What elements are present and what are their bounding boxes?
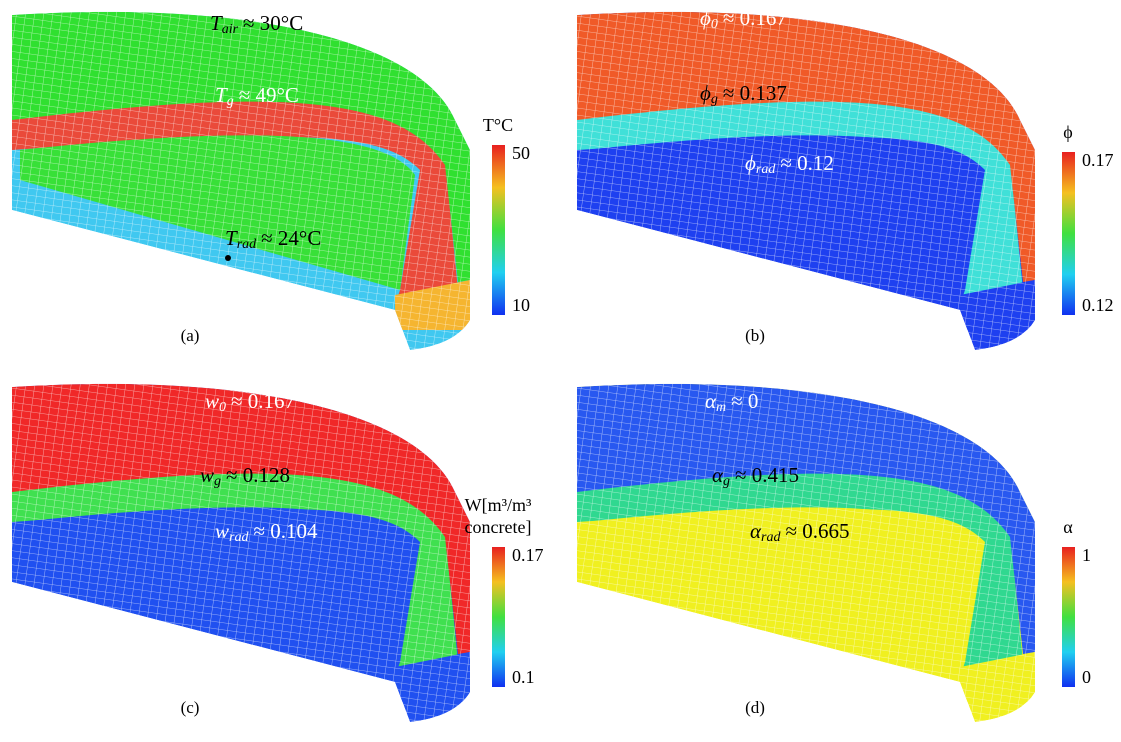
symbol: T [210,11,223,35]
mesh-body [12,383,470,722]
mesh-grid [577,11,1035,351]
symbol: w [200,463,214,487]
colorbar-tick: 0 [1082,667,1091,687]
mesh-body [577,11,1035,351]
colorbar-title: T°C [483,115,513,135]
value-text: ≈ 0.12 [780,151,834,175]
colorbar-title: concrete] [465,517,532,537]
subscript: g [723,474,730,489]
colorbar-tick: 50 [512,143,530,163]
colorbar [1062,152,1075,315]
symbol: ϕ [700,81,711,105]
value-text: ≈ 49°C [239,83,299,107]
symbol: α [705,389,717,413]
symbol: T [215,83,228,107]
subscript: g [711,92,718,107]
value-text: ≈ 0.137 [723,81,787,105]
symbol: w [215,519,229,543]
annotation: ϕ0 ≈ 0.167 [700,6,787,32]
colorbar [492,145,505,315]
subscript: m [716,400,726,415]
subscript: 0 [711,17,718,32]
annotation: ϕrad ≈ 0.12 [745,151,834,177]
mesh-grid [577,383,1035,722]
symbol: α [712,463,724,487]
mesh-body [12,11,470,351]
caption: (d) [745,698,765,717]
annotation: αm ≈ 0 [705,389,758,415]
value-text: ≈ 0.665 [785,519,849,543]
colorbar-tick: 0.1 [512,667,535,687]
annotation: αg ≈ 0.415 [712,463,799,489]
colorbar [492,547,505,687]
colorbar-tick: 0.17 [512,545,544,565]
probe-point [225,255,231,261]
symbol: α [750,519,762,543]
subscript: 0 [219,400,226,415]
value-text: ≈ 0.104 [253,519,318,543]
subscript: rad [761,530,781,545]
symbol: T [225,226,238,250]
value-text: ≈ 0.415 [735,463,799,487]
caption: (a) [181,326,200,345]
subscript: rad [229,530,249,545]
mesh-body [577,383,1035,722]
value-text: ≈ 30°C [243,11,303,35]
annotation: wrad ≈ 0.104 [215,519,318,545]
colorbar-title: W[m³/m³ [465,495,532,515]
mesh-grid [12,11,470,351]
annotation: Tg ≈ 49°C [215,83,299,109]
annotation: Trad ≈ 24°C [225,226,321,252]
subscript: g [227,94,234,109]
symbol: w [205,389,219,413]
symbol: ϕ [700,6,711,30]
subscript: g [214,474,221,489]
colorbar-tick: 10 [512,295,530,315]
annotation: αrad ≈ 0.665 [750,519,850,545]
caption: (b) [745,326,765,345]
annotation: wg ≈ 0.128 [200,463,290,489]
value-text: ≈ 0 [731,389,758,413]
symbol: ϕ [745,151,756,175]
value-text: ≈ 0.167 [723,6,787,30]
colorbar-tick: 1 [1082,545,1091,565]
value-text: ≈ 0.128 [226,463,290,487]
value-text: ≈ 24°C [261,226,321,250]
colorbar-title: ϕ [1063,122,1072,142]
mesh-grid [12,383,470,722]
colorbar-tick: 0.12 [1082,295,1114,315]
colorbar [1062,547,1075,687]
subscript: rad [237,237,257,252]
panel: Tair ≈ 30°C Tg ≈ 49°C Trad ≈ 24°C (a) T°C 50 10 [12,11,530,351]
caption: (c) [181,698,200,717]
colorbar-tick: 0.17 [1082,150,1114,170]
subscript: air [222,22,239,37]
annotation: w0 ≈ 0.167 [205,389,295,415]
colorbar-title: α [1063,517,1073,537]
value-text: ≈ 0.167 [231,389,295,413]
annotation: ϕg ≈ 0.137 [700,81,787,107]
annotation: Tair ≈ 30°C [210,11,303,37]
subscript: rad [756,162,776,177]
